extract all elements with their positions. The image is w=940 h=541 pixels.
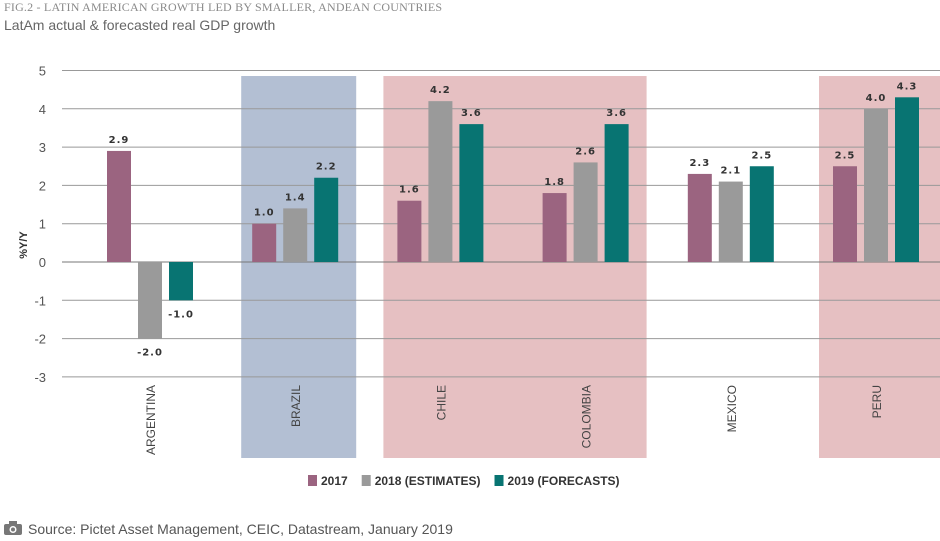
y-axis-label: %Y/Y: [18, 231, 30, 259]
legend-label: 2019 (FORECASTS): [508, 474, 620, 488]
data-label: 1.8: [544, 177, 565, 188]
bar: [283, 208, 308, 262]
data-label: -1.0: [168, 309, 194, 320]
bar: [138, 262, 162, 339]
data-label: 4.0: [866, 93, 887, 104]
y-tick-label: 4: [39, 102, 46, 117]
bar: [687, 173, 712, 262]
bar: [314, 177, 339, 262]
y-tick-label: 0: [39, 255, 46, 270]
highlight-band: [383, 76, 647, 458]
bar: [169, 262, 193, 301]
y-tick-label: 1: [39, 217, 46, 232]
bar: [573, 162, 598, 262]
bar: [542, 193, 567, 262]
data-label: 2.9: [109, 135, 130, 146]
bar: [459, 124, 484, 263]
figure-label: FIG.2 - LATIN AMERICAN GROWTH LED BY SMA…: [4, 0, 443, 14]
bar: [107, 150, 131, 262]
y-tick-label: 5: [39, 64, 46, 79]
bar: [428, 101, 453, 262]
data-label: -2.0: [137, 348, 163, 359]
category-label: ARGENTINA: [144, 385, 158, 455]
data-label: 2.1: [720, 166, 741, 177]
legend-swatch: [361, 475, 371, 486]
data-label: 2.6: [575, 146, 596, 157]
bar: [252, 223, 277, 262]
data-label: 4.2: [430, 85, 451, 96]
bar: [833, 166, 857, 262]
y-tick-label: 2: [39, 178, 46, 193]
y-tick-label: -2: [34, 332, 46, 347]
category-label: MEXICO: [725, 385, 739, 432]
y-tick-label: -3: [34, 370, 46, 385]
legend-label: 2018 (ESTIMATES): [375, 474, 481, 488]
bar: [895, 97, 919, 262]
y-tick-label: 3: [39, 140, 46, 155]
chart-subtitle: LatAm actual & forecasted real GDP growt…: [4, 17, 276, 33]
camera-icon: [4, 521, 22, 535]
source-note: Source: Pictet Asset Management, CEIC, D…: [28, 521, 453, 537]
bar: [749, 166, 774, 262]
data-label: 2.3: [689, 158, 710, 169]
category-label: CHILE: [434, 385, 448, 420]
bar: [604, 124, 629, 263]
category-label: PERU: [870, 385, 884, 418]
data-label: 2.5: [751, 150, 772, 161]
data-label: 2.2: [316, 162, 337, 173]
data-label: 2.5: [835, 150, 856, 161]
bar: [718, 181, 743, 262]
category-label: BRAZIL: [289, 385, 303, 427]
highlight-band: [241, 76, 357, 458]
data-label: 1.0: [254, 208, 275, 219]
data-label: 1.4: [285, 192, 306, 203]
data-label: 3.6: [606, 108, 627, 119]
data-label: 3.6: [461, 108, 482, 119]
y-tick-label: -1: [34, 293, 46, 308]
bar: [864, 108, 888, 262]
data-label: 4.3: [897, 81, 918, 92]
bar: [397, 200, 422, 262]
legend-label: 2017: [321, 474, 348, 488]
legend-swatch: [308, 475, 317, 486]
data-label: 1.6: [399, 185, 420, 196]
category-label: COLOMBIA: [580, 385, 594, 448]
legend-swatch: [494, 475, 504, 486]
